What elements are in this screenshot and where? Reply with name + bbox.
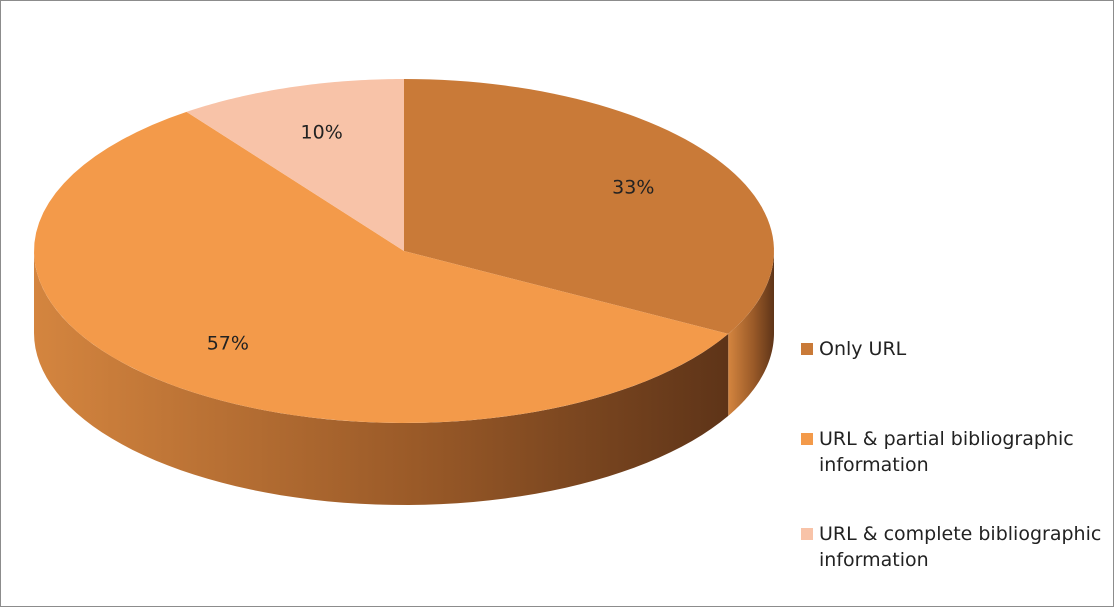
legend-label: Only URL (819, 338, 907, 360)
legend-swatch (801, 433, 813, 445)
data-label: 10% (301, 122, 343, 144)
legend-label: URL & complete bibliographic information (819, 523, 1102, 571)
legend-label: URL & partial bibliographic information (819, 428, 1074, 476)
legend-swatch (801, 528, 813, 540)
legend-swatch (801, 343, 813, 355)
pie-slice (404, 79, 774, 334)
data-label: 33% (612, 176, 654, 198)
pie-slice (34, 111, 729, 423)
pie-slice-side (728, 251, 774, 416)
pie-slice-side (34, 251, 729, 505)
pie-slice (186, 79, 404, 251)
data-label: 57% (207, 332, 249, 354)
